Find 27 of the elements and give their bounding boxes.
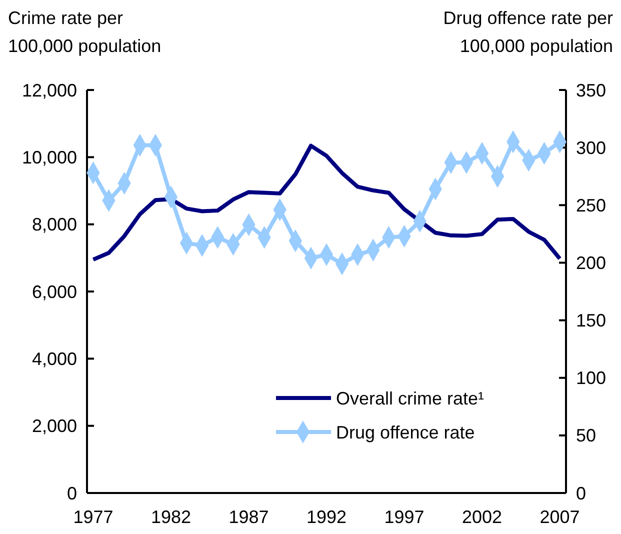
x-tick-label: 1977 bbox=[73, 507, 114, 527]
y-tick-label: 10,000 bbox=[22, 147, 77, 168]
line-series bbox=[91, 144, 562, 262]
y2-tick-label: 200 bbox=[576, 253, 606, 274]
y2-tick-label: 100 bbox=[576, 368, 606, 388]
y-tick-label: 8,000 bbox=[32, 214, 77, 235]
y-tick-label: 4,000 bbox=[32, 348, 77, 369]
y2-tick-label: 50 bbox=[576, 426, 596, 446]
y-tick-label: 6,000 bbox=[32, 282, 77, 302]
legend-label: Overall crime rate¹ bbox=[336, 388, 484, 408]
y-tick-label: 2,000 bbox=[32, 416, 77, 436]
x-tick-label: 2007 bbox=[540, 507, 580, 527]
x-tick-label: 1982 bbox=[150, 507, 192, 527]
legend-label: Drug offence rate bbox=[336, 422, 475, 442]
y2-tick-label: 300 bbox=[576, 138, 606, 158]
x-tick-label: 2002 bbox=[462, 507, 502, 527]
y2-axis-title: Drug offence rate per 100,000 population bbox=[443, 8, 613, 56]
y2-tick-label: 150 bbox=[576, 310, 606, 331]
y-tick-label: 0 bbox=[66, 483, 77, 504]
x-tick-label: 1992 bbox=[306, 507, 347, 527]
x-tick-label: 1997 bbox=[384, 507, 424, 527]
y2-tick-label: 350 bbox=[576, 80, 606, 100]
y2-tick-label: 250 bbox=[576, 195, 606, 216]
y-tick-label: 12,000 bbox=[22, 80, 77, 100]
x-tick-label: 1987 bbox=[228, 507, 269, 527]
y-axis-title: Crime rate per 100,000 population bbox=[8, 8, 162, 56]
y2-tick-label: 0 bbox=[576, 483, 586, 504]
